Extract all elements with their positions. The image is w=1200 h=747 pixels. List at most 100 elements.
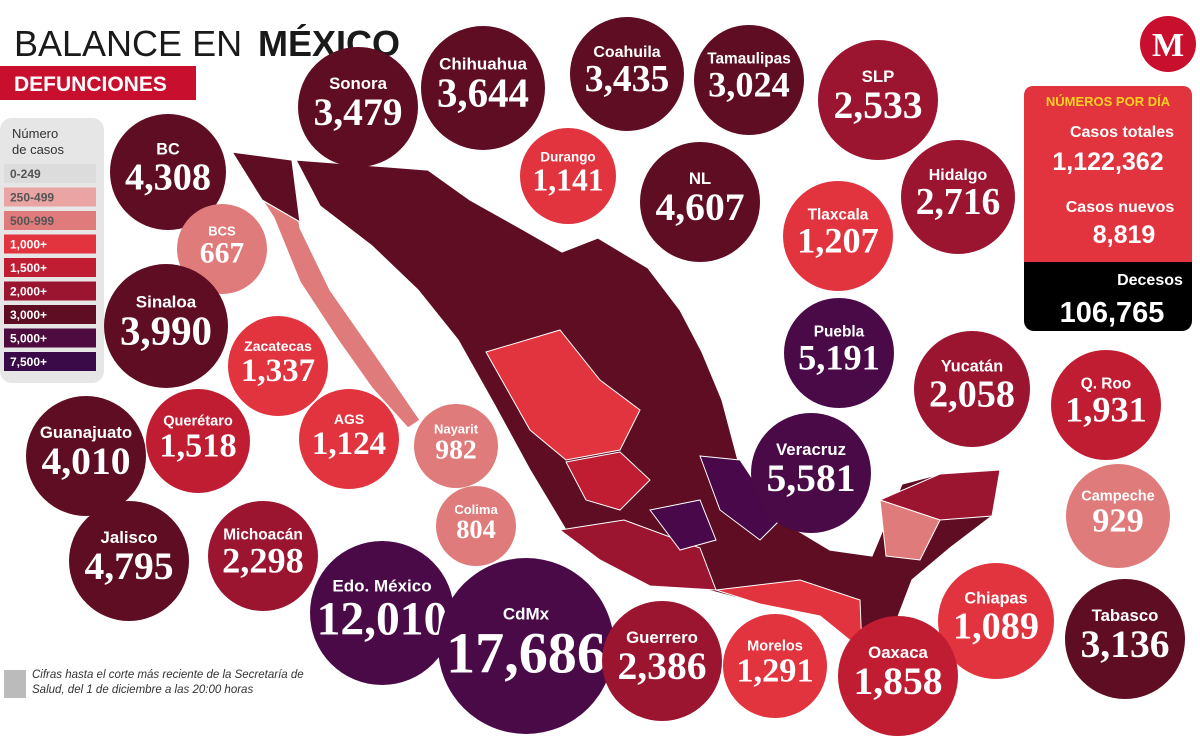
bubble [751, 413, 871, 533]
legend-label: 3,000+ [10, 308, 47, 322]
legend-swatch [4, 211, 96, 230]
state-value: 982 [435, 434, 477, 465]
state-value: 2,386 [617, 644, 706, 688]
state-value: 2,058 [929, 373, 1015, 415]
state-name: Yucatán [941, 358, 1003, 376]
state-name: Jalisco [101, 528, 158, 547]
deaths-label: Decesos [1117, 272, 1183, 289]
map-campeche [879, 499, 941, 561]
bubble [1065, 579, 1185, 699]
map-edomex [649, 499, 717, 551]
state-value: 1,141 [532, 162, 603, 197]
bubble [208, 501, 318, 611]
state-value: 1,518 [159, 427, 236, 465]
state-name: Chiapas [964, 590, 1027, 608]
bubble [838, 616, 958, 736]
state-value: 4,010 [41, 439, 130, 483]
legend-swatch [4, 281, 96, 301]
bubble [298, 47, 418, 167]
bubble [228, 316, 328, 416]
state-name: Hidalgo [929, 167, 988, 184]
bubble [146, 389, 250, 493]
daily-box-top [1024, 86, 1192, 262]
state-name: Edo. México [332, 576, 431, 595]
daily-box: NÚMEROS POR DÍA Casos totales 1,122,362 … [1024, 86, 1192, 331]
state-value: 4,607 [655, 185, 744, 229]
deaths-value: 106,765 [1060, 297, 1165, 329]
state-value: 4,308 [125, 156, 211, 198]
map [230, 151, 1001, 652]
map-zacatecas [565, 451, 651, 511]
legend-title: Número de casos [12, 126, 65, 157]
state-name: Chihuahua [439, 54, 527, 73]
state-name: NL [689, 169, 711, 188]
bubble [438, 558, 614, 734]
state-value: 3,136 [1080, 622, 1169, 666]
state-value: 1,207 [797, 221, 879, 261]
bubble [1066, 464, 1170, 568]
state-bubble: BC4,308 [110, 114, 226, 230]
legend: 0-249 250-499 500-999 1,000+ 1,500+ 2,000+ 3,0… [4, 164, 96, 371]
state-name: Sinaloa [136, 292, 197, 311]
bubble [640, 142, 760, 262]
bubble [723, 614, 827, 718]
map-bc [230, 151, 301, 224]
bubble [69, 501, 189, 621]
state-name: Q. Roo [1081, 376, 1131, 393]
state-name: BC [156, 141, 180, 159]
state-name: Durango [540, 150, 595, 165]
legend-label: 250-499 [10, 191, 54, 205]
map-veracruz [699, 455, 781, 541]
legend-label: 1,000+ [10, 238, 47, 252]
state-value: 804 [456, 514, 496, 544]
state-name: Tlaxcala [808, 207, 869, 224]
legend-swatch [4, 258, 96, 277]
bubble [914, 331, 1030, 447]
state-value: 12,010 [317, 594, 448, 646]
bubble [177, 204, 267, 294]
new-value: 8,819 [1093, 221, 1156, 249]
state-value: 3,024 [708, 65, 790, 105]
state-name: SLP [862, 67, 895, 86]
state-value: 5,191 [798, 338, 880, 378]
state-value: 17,686 [446, 620, 606, 685]
legend-swatch [4, 234, 96, 254]
state-value: 3,644 [437, 71, 529, 116]
state-name: Coahuila [593, 44, 660, 61]
bubble [299, 389, 399, 489]
bubble [26, 396, 146, 516]
state-name: Nayarit [434, 421, 479, 436]
state-name: Michoacán [223, 527, 303, 544]
legend-label: 0-249 [10, 167, 41, 181]
state-value: 2,533 [833, 83, 922, 127]
state-name: Oaxaca [868, 643, 928, 662]
new-label: Casos nuevos [1066, 199, 1175, 216]
state-name: Querétaro [163, 413, 233, 429]
legend-label: 7,500+ [10, 355, 47, 369]
bubble [310, 541, 454, 685]
state-value: 667 [200, 238, 245, 270]
footnote: Cifras hasta el corte más reciente de la… [32, 669, 307, 696]
state-name: Veracruz [776, 440, 846, 459]
state-value: 929 [1092, 502, 1143, 540]
state-value: 3,435 [585, 58, 670, 100]
bubble [901, 140, 1015, 254]
